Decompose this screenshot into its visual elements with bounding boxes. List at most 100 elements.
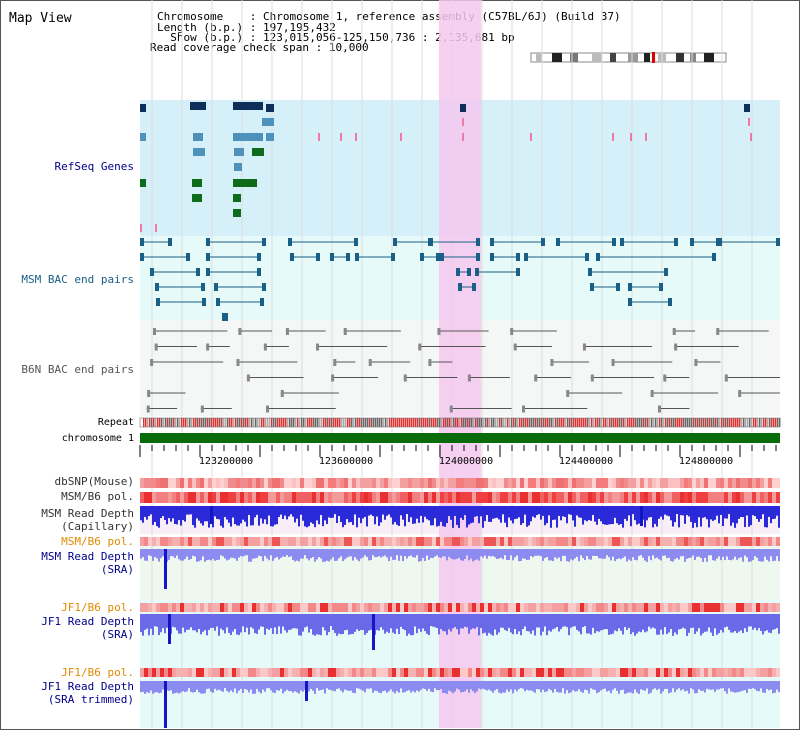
polymorphism-cell — [476, 492, 480, 503]
read-depth-bar — [192, 614, 194, 631]
read-depth-bar — [536, 614, 538, 628]
bac-end-marker — [224, 313, 228, 321]
read-depth-bar — [502, 506, 504, 515]
read-depth-bar — [316, 681, 318, 689]
polymorphism-cell — [756, 478, 760, 488]
bac-end-marker — [288, 238, 292, 246]
polymorphism-cell — [644, 537, 648, 546]
polymorphism-cell — [712, 537, 716, 546]
read-depth-bar — [352, 614, 354, 635]
read-depth-bar — [148, 506, 150, 517]
read-depth-bar — [424, 614, 426, 632]
read-depth-bar — [466, 549, 468, 556]
repeat-feature — [313, 418, 315, 427]
bac-end-marker — [616, 283, 620, 291]
read-depth-bar — [590, 549, 592, 560]
read-depth-bar — [224, 549, 226, 559]
read-depth-bar — [320, 681, 322, 691]
read-depth-bar — [656, 681, 658, 691]
read-depth-bar — [380, 549, 382, 558]
chromosome-ideogram[interactable] — [530, 52, 728, 64]
read-depth-bar — [400, 506, 402, 516]
polymorphism-cell — [484, 492, 488, 503]
read-depth-bar — [240, 681, 242, 689]
repeat-feature — [729, 418, 731, 427]
repeat-feature — [305, 418, 307, 427]
read-depth-bar — [272, 506, 274, 527]
read-depth-bar — [724, 614, 726, 628]
repeat-feature — [481, 418, 483, 427]
read-depth-bar — [514, 549, 516, 558]
bac-end-marker — [346, 253, 350, 261]
polymorphism-cell — [484, 603, 488, 612]
polymorphism-cell — [612, 603, 616, 612]
read-depth-bar — [256, 614, 258, 634]
chromosome-bar — [140, 433, 780, 443]
read-depth-bar — [404, 549, 406, 557]
read-depth-bar — [446, 614, 448, 635]
read-depth-bar — [364, 549, 366, 556]
read-depth-bar — [330, 614, 332, 627]
read-depth-bar — [412, 614, 414, 636]
repeat-feature — [233, 418, 235, 427]
read-depth-bar — [606, 681, 608, 692]
read-depth-bar — [542, 614, 544, 632]
repeat-feature — [671, 418, 673, 427]
polymorphism-cell — [504, 668, 508, 677]
bac-end-marker — [196, 268, 200, 276]
polymorphism-cell — [372, 603, 376, 612]
read-depth-bar — [314, 681, 316, 694]
polymorphism-cell — [632, 603, 636, 612]
repeat-feature — [553, 418, 555, 427]
repeat-feature — [539, 418, 541, 427]
read-depth-bar — [558, 549, 560, 558]
read-depth-bar — [374, 681, 376, 691]
polymorphism-cell — [364, 537, 368, 546]
read-depth-bar — [150, 506, 152, 515]
read-depth-bar — [222, 506, 224, 528]
b6n-end-marker — [716, 328, 720, 335]
axis-tick-label: 124400000 — [559, 456, 613, 467]
polymorphism-cell — [560, 537, 564, 546]
header-key: Length (b.p.) — [157, 21, 250, 34]
read-depth-bar — [612, 549, 614, 557]
read-depth-bar — [706, 506, 708, 520]
read-depth-bar — [330, 549, 332, 560]
repeat-feature — [333, 418, 335, 427]
read-depth-bar — [422, 549, 424, 558]
polymorphism-cell — [248, 478, 252, 488]
bac-end-marker — [690, 238, 694, 246]
read-depth-bar — [250, 614, 252, 628]
bac-end-marker — [150, 268, 154, 276]
polymorphism-cell — [448, 603, 452, 612]
read-depth-bar — [506, 506, 508, 528]
polymorphism-cell — [428, 537, 432, 546]
polymorphism-cell — [628, 492, 632, 503]
read-depth-bar — [640, 549, 642, 556]
polymorphism-cell — [308, 537, 312, 546]
read-depth-bar — [646, 681, 648, 689]
repeat-feature — [755, 418, 757, 427]
polymorphism-cell — [260, 603, 264, 612]
read-depth-bar — [610, 549, 612, 561]
repeat-feature — [595, 418, 597, 427]
read-depth-bar — [766, 614, 768, 631]
polymorphism-cell — [544, 478, 548, 488]
read-depth-bar — [188, 681, 190, 689]
b6n-end-marker — [674, 343, 678, 351]
polymorphism-cell — [456, 603, 460, 612]
read-depth-bar — [262, 681, 264, 690]
read-depth-bar — [630, 506, 632, 527]
repeat-feature — [761, 418, 763, 427]
read-depth-bar — [624, 549, 626, 557]
read-depth-bar — [242, 614, 244, 627]
read-depth-bar — [432, 549, 434, 559]
polymorphism-cell — [340, 668, 344, 677]
polymorphism-cell — [168, 478, 172, 488]
read-depth-bar — [434, 681, 436, 689]
repeat-feature — [567, 418, 569, 427]
repeat-feature — [387, 418, 389, 427]
read-depth-bar — [228, 549, 230, 560]
read-depth-bar — [490, 506, 492, 522]
